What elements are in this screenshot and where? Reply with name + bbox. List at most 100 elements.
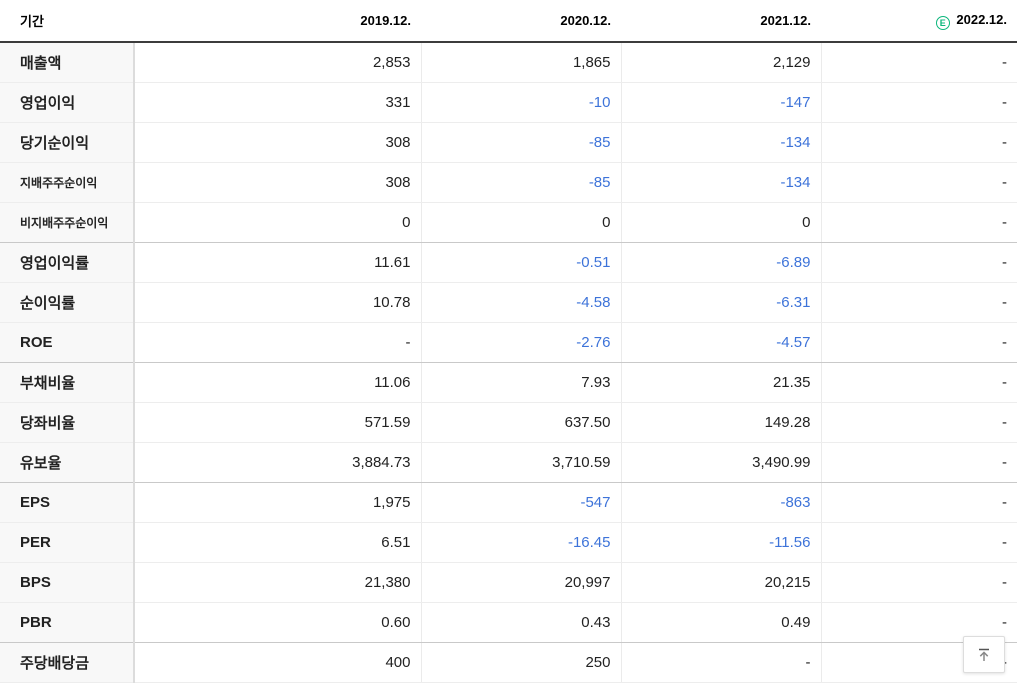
year-header-text: 2021.12. <box>760 13 811 28</box>
value-cell: - <box>821 402 1017 443</box>
value-cell: 11.61 <box>134 242 422 283</box>
value-cell: -863 <box>621 482 822 523</box>
table-row: 당기순이익 308 -85 -134- <box>0 122 1017 163</box>
scroll-to-top-button[interactable] <box>963 636 1005 673</box>
table-row: 당좌비율 571.59 637.50 149.28- <box>0 402 1017 443</box>
value-cell: 3,710.59 <box>421 442 622 483</box>
table-row: PER 6.51 -16.45 -11.56- <box>0 522 1017 563</box>
value-cell: -16.45 <box>421 522 622 563</box>
value-cell: 0 <box>621 202 822 243</box>
value-cell: -6.89 <box>621 242 822 283</box>
value-cell: -147 <box>621 82 822 123</box>
year-header-2020: 2020.12. <box>421 0 621 43</box>
year-header-text: 2022.12. <box>956 11 1007 27</box>
table-row: PBR 0.60 0.43 0.49- <box>0 602 1017 643</box>
value-cell: -85 <box>421 122 622 163</box>
value-cell: 21.35 <box>621 362 822 403</box>
row-label: 부채비율 <box>0 362 135 403</box>
table-row: 지배주주순이익 308 -85 -134- <box>0 162 1017 203</box>
value-cell: - <box>821 42 1017 83</box>
value-cell: 20,997 <box>421 562 622 603</box>
table-row: BPS 21,380 20,997 20,215- <box>0 562 1017 603</box>
row-label: 당기순이익 <box>0 122 135 163</box>
row-label: BPS <box>0 562 135 603</box>
value-cell: 250 <box>421 642 622 683</box>
value-cell: 3,490.99 <box>621 442 822 483</box>
year-header-2019: 2019.12. <box>134 0 421 43</box>
year-header-2021: 2021.12. <box>621 0 821 43</box>
value-cell: -0.51 <box>421 242 622 283</box>
value-cell: -85 <box>421 162 622 203</box>
row-label: 주당배당금 <box>0 642 135 683</box>
row-label: PER <box>0 522 135 563</box>
table-row: ROE - -2.76 -4.57- <box>0 322 1017 363</box>
value-cell: 7.93 <box>421 362 622 403</box>
value-cell: 149.28 <box>621 402 822 443</box>
value-cell: 1,865 <box>421 42 622 83</box>
row-label: 유보율 <box>0 442 135 483</box>
table-row: EPS 1,975 -547 -863- <box>0 482 1017 523</box>
year-header-2022-estimate: E 2022.12. <box>821 0 1017 43</box>
year-header-text: 2019.12. <box>360 13 411 28</box>
value-cell: 331 <box>134 82 422 123</box>
value-cell: -4.57 <box>621 322 822 363</box>
value-cell: 0 <box>421 202 622 243</box>
value-cell: -547 <box>421 482 622 523</box>
value-cell: - <box>821 442 1017 483</box>
table-row: 유보율 3,884.73 3,710.59 3,490.99- <box>0 442 1017 483</box>
value-cell: -6.31 <box>621 282 822 323</box>
value-cell: 21,380 <box>134 562 422 603</box>
value-cell: 0 <box>134 202 422 243</box>
value-cell: - <box>134 322 422 363</box>
value-cell: -2.76 <box>421 322 622 363</box>
value-cell: 0.43 <box>421 602 622 643</box>
value-cell: 11.06 <box>134 362 422 403</box>
value-cell: -10 <box>421 82 622 123</box>
row-label: 당좌비율 <box>0 402 135 443</box>
value-cell: - <box>821 482 1017 523</box>
value-cell: 10.78 <box>134 282 422 323</box>
value-cell: 20,215 <box>621 562 822 603</box>
value-cell: - <box>821 82 1017 123</box>
value-cell: -4.58 <box>421 282 622 323</box>
table-row: 영업이익 331 -10 -147- <box>0 82 1017 123</box>
row-label: ROE <box>0 322 135 363</box>
row-label: 지배주주순이익 <box>0 162 135 203</box>
estimate-badge-icon: E <box>935 15 950 30</box>
value-cell: - <box>821 562 1017 603</box>
value-cell: 3,884.73 <box>134 442 422 483</box>
value-cell: - <box>821 202 1017 243</box>
row-label: 비지배주주순이익 <box>0 202 135 243</box>
value-cell: 571.59 <box>134 402 422 443</box>
value-cell: - <box>821 362 1017 403</box>
value-cell: 2,129 <box>621 42 822 83</box>
year-header-text: 2020.12. <box>560 13 611 28</box>
arrow-up-icon <box>976 647 992 663</box>
value-cell: - <box>821 242 1017 283</box>
row-label: 영업이익 <box>0 82 135 123</box>
value-cell: - <box>821 522 1017 563</box>
table-header-row: 기간 2019.12. 2020.12. 2021.12. E 2022.12. <box>0 0 1017 43</box>
value-cell: 308 <box>134 162 422 203</box>
value-cell: - <box>821 282 1017 323</box>
row-label: EPS <box>0 482 135 523</box>
table-body: 매출액 2,853 1,865 2,129- 영업이익 331 -10 -147- 당기순이익 3… <box>0 42 1017 683</box>
table-row: 영업이익률 11.61 -0.51 -6.89- <box>0 242 1017 283</box>
value-cell: - <box>821 322 1017 363</box>
table-row: 순이익률 10.78 -4.58 -6.31- <box>0 282 1017 323</box>
value-cell: -134 <box>621 162 822 203</box>
row-label: PBR <box>0 602 135 643</box>
value-cell: 0.49 <box>621 602 822 643</box>
value-cell: - <box>821 122 1017 163</box>
value-cell: - <box>621 642 822 683</box>
value-cell: 6.51 <box>134 522 422 563</box>
value-cell: - <box>821 162 1017 203</box>
value-cell: 0.60 <box>134 602 422 643</box>
value-cell: - <box>821 602 1017 643</box>
row-label: 매출액 <box>0 42 135 83</box>
row-label: 순이익률 <box>0 282 135 323</box>
value-cell: 400 <box>134 642 422 683</box>
